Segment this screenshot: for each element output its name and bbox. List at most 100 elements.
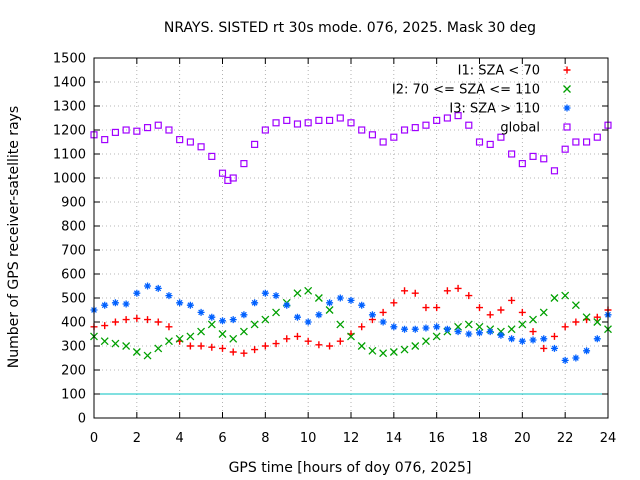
series-2 bbox=[90, 282, 612, 364]
series-1-point-28 bbox=[389, 348, 398, 356]
series-0-point-40 bbox=[518, 308, 526, 316]
series-0-point-30 bbox=[411, 289, 419, 297]
series-3-point-22 bbox=[315, 116, 323, 124]
series-1-point-14 bbox=[239, 327, 248, 336]
series-3-point-8 bbox=[176, 136, 184, 144]
series-1-point-21 bbox=[314, 294, 323, 302]
x-tick-label-8: 16 bbox=[428, 431, 445, 446]
series-2-point-4 bbox=[133, 289, 141, 297]
series-1-point-8 bbox=[175, 334, 184, 343]
series-2-point-16 bbox=[261, 289, 269, 297]
series-1-point-27 bbox=[379, 349, 388, 358]
series-0-point-18 bbox=[283, 335, 291, 343]
series-1-point-23 bbox=[336, 320, 345, 329]
series-3-point-33 bbox=[433, 116, 441, 124]
series-2-point-29 bbox=[401, 325, 409, 333]
series-0-point-16 bbox=[261, 342, 269, 350]
series-2-point-31 bbox=[422, 324, 430, 332]
x-tick-label-11: 22 bbox=[557, 431, 574, 446]
series-3-point-46 bbox=[572, 138, 580, 146]
series-1-point-10 bbox=[197, 327, 206, 336]
series-2-point-1 bbox=[101, 301, 109, 309]
series-3-point-44 bbox=[550, 167, 559, 175]
series-0-point-37 bbox=[486, 311, 494, 319]
series-2-point-43 bbox=[550, 344, 558, 352]
series-2-point-11 bbox=[208, 313, 216, 321]
series-3-point-18 bbox=[272, 119, 280, 127]
series-0-point-35 bbox=[465, 292, 473, 300]
series-2-point-27 bbox=[379, 318, 387, 326]
series-0-point-4 bbox=[133, 314, 141, 322]
series-0-point-13 bbox=[229, 348, 237, 356]
series-2-point-22 bbox=[326, 299, 334, 307]
series-3-point-28 bbox=[379, 138, 387, 146]
series-2-point-32 bbox=[433, 323, 441, 331]
series-1 bbox=[90, 286, 612, 360]
series-3-point-19 bbox=[283, 116, 291, 124]
series-2-point-18 bbox=[283, 301, 291, 309]
series-3-point-7 bbox=[165, 126, 173, 134]
series-1-point-32 bbox=[432, 332, 441, 341]
series-0-point-42 bbox=[540, 344, 548, 352]
y-tick-label-0: 0 bbox=[78, 412, 86, 427]
series-0-point-19 bbox=[293, 332, 301, 340]
x-tick-label-10: 20 bbox=[514, 431, 531, 446]
series-1-point-9 bbox=[186, 332, 195, 341]
series-3-point-3 bbox=[122, 126, 130, 134]
x-tick-label-1: 2 bbox=[133, 431, 141, 446]
series-0-point-38 bbox=[497, 306, 505, 314]
series-1-point-38 bbox=[496, 327, 505, 336]
series-1-point-6 bbox=[154, 344, 163, 353]
series-1-point-41 bbox=[529, 315, 538, 324]
series-1-point-3 bbox=[122, 342, 131, 350]
series-0-point-47 bbox=[593, 313, 601, 321]
series-3-point-24 bbox=[336, 114, 344, 122]
series-1-point-19 bbox=[293, 289, 302, 298]
y-tick-label-10: 1000 bbox=[53, 172, 86, 187]
y-tick-label-14: 1400 bbox=[53, 76, 86, 91]
series-1-point-11 bbox=[207, 320, 216, 329]
series-1-point-20 bbox=[304, 286, 313, 295]
series-2-point-46 bbox=[583, 347, 591, 355]
series-3-point-5 bbox=[143, 124, 152, 132]
series-3-point-42 bbox=[529, 152, 537, 160]
series-1-point-16 bbox=[261, 315, 270, 324]
legend-marker-2 bbox=[563, 104, 571, 112]
series-2-point-8 bbox=[176, 299, 184, 307]
series-2-point-3 bbox=[122, 300, 130, 308]
x-tick-label-12: 24 bbox=[600, 431, 617, 446]
y-tick-label-9: 900 bbox=[61, 196, 86, 211]
series-3-point-10 bbox=[197, 143, 205, 151]
ticks-layer: 0 2 4 6 8 10 12 14 16 18 20 22 240100200300400500600… bbox=[53, 52, 616, 447]
series-3-point-12 bbox=[218, 169, 227, 177]
series-3-point-41 bbox=[518, 160, 526, 168]
series-1-point-29 bbox=[400, 345, 409, 354]
series-1-point-31 bbox=[421, 337, 430, 346]
series-2-point-35 bbox=[465, 330, 473, 338]
series-2-point-41 bbox=[529, 336, 537, 344]
series-0-point-1 bbox=[101, 322, 109, 330]
series-2-point-2 bbox=[111, 299, 119, 307]
series-0-point-41 bbox=[529, 328, 537, 336]
series-0-point-14 bbox=[240, 349, 248, 357]
series-2-point-34 bbox=[454, 328, 462, 336]
series-3-point-25 bbox=[347, 119, 355, 127]
series-2-point-38 bbox=[497, 331, 505, 339]
series-1-point-36 bbox=[475, 322, 484, 331]
series-3-point-39 bbox=[497, 133, 505, 141]
x-tick-label-0: 0 bbox=[90, 431, 98, 446]
series-2-point-13 bbox=[229, 316, 237, 324]
series-2-point-37 bbox=[486, 328, 494, 336]
series-1-point-22 bbox=[325, 306, 334, 314]
series-3-point-38 bbox=[486, 140, 494, 148]
series-2-point-47 bbox=[593, 335, 601, 343]
series-2-point-25 bbox=[358, 301, 366, 309]
series-3-point-37 bbox=[475, 138, 484, 146]
series-2-point-39 bbox=[508, 335, 516, 343]
series-1-point-2 bbox=[111, 339, 120, 348]
series-3-point-26 bbox=[358, 126, 366, 134]
series-0-point-28 bbox=[390, 299, 398, 307]
series-0-point-10 bbox=[197, 342, 205, 350]
y-tick-label-1: 100 bbox=[61, 388, 86, 403]
series-1-point-39 bbox=[507, 325, 516, 334]
